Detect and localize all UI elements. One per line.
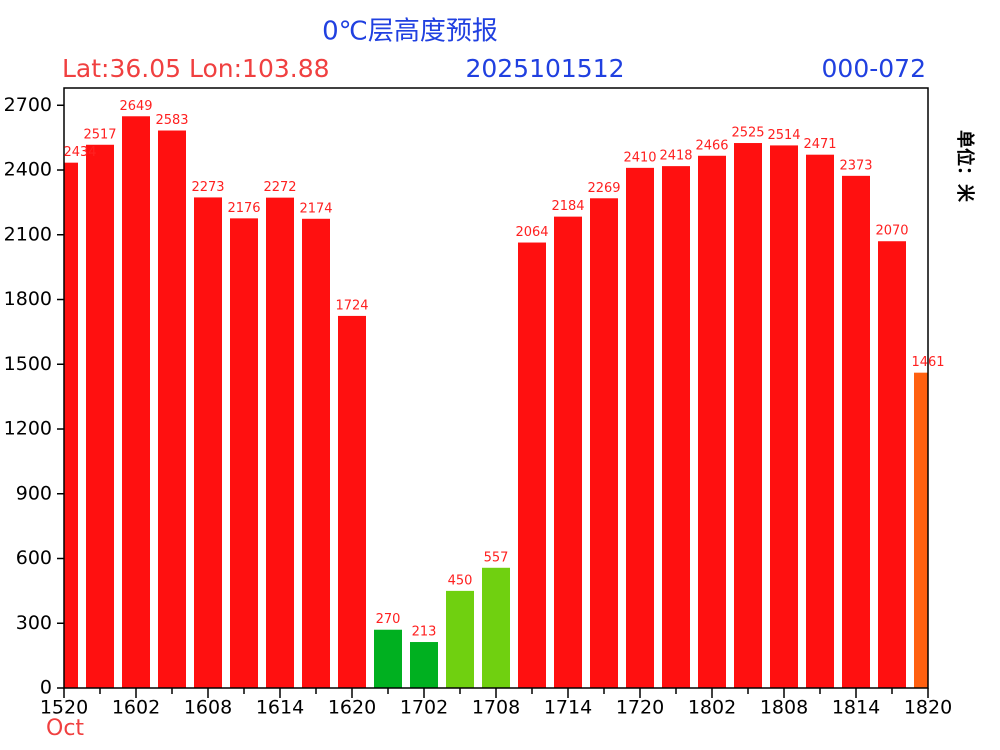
bar [482,567,510,688]
bar [266,197,294,688]
y-tick-label: 0 [40,677,52,699]
x-tick-label: 1708 [472,697,520,719]
bar [518,242,546,688]
y-tick-label: 300 [16,612,52,634]
value-label: 2410 [623,150,656,165]
x-tick-label: 1814 [832,697,880,719]
bar [64,162,78,688]
bar [626,167,654,688]
value-label: 2525 [731,126,764,141]
value-label: 2373 [839,158,872,173]
x-tick-label: 1614 [256,697,304,719]
bar [122,116,150,688]
subtitle-center: 2025101512 [465,54,624,83]
y-tick-label: 1200 [4,418,52,440]
bar [194,197,222,688]
bar [842,175,870,688]
x-tick-label: 1602 [112,697,160,719]
x-tick-label: 1820 [904,697,952,719]
value-label: 2272 [263,180,296,195]
bar [446,590,474,688]
bar [914,372,928,688]
value-label: 2269 [587,181,620,196]
y-tick-label: 2700 [4,94,52,116]
subtitle-right: 000-072 [822,54,926,83]
bar [86,144,114,688]
x-tick-label: 1720 [616,697,664,719]
value-label: 2418 [659,149,692,164]
value-label: 450 [448,573,473,588]
bar [878,241,906,688]
x-sublabel: Oct [46,716,84,741]
bar [770,145,798,688]
value-label: 2517 [83,127,116,142]
unit-label: 单位：米 [954,130,976,203]
bar [698,155,726,688]
y-tick-label: 1500 [4,353,52,375]
y-tick-label: 900 [16,482,52,504]
value-label: 2514 [767,128,800,143]
x-tick-label: 1808 [760,697,808,719]
value-label: 2176 [227,201,260,216]
value-label: 2466 [695,138,728,153]
y-tick-label: 2400 [4,159,52,181]
value-label: 2649 [119,99,152,114]
value-label: 2583 [155,113,188,128]
value-label: 2471 [803,137,836,152]
y-tick-label: 1800 [4,288,52,310]
value-label: 2434 [63,145,96,160]
bar [734,143,762,688]
y-tick-label: 2100 [4,223,52,245]
subtitle-left: Lat:36.05 Lon:103.88 [62,54,330,83]
value-label: 270 [376,612,401,627]
chart-title: 0℃层高度预报 [322,17,498,47]
x-tick-label: 1608 [184,697,232,719]
bar [230,218,258,688]
bar [806,154,834,688]
y-tick-label: 600 [16,547,52,569]
bar [302,218,330,688]
x-tick-label: 1520 [40,697,88,719]
bar [590,198,618,688]
value-label: 2174 [299,201,332,216]
x-tick-label: 1802 [688,697,736,719]
value-label: 213 [412,625,437,640]
bar [554,216,582,688]
bar [662,166,690,688]
value-label: 2184 [551,199,584,214]
value-label: 557 [484,550,509,565]
x-tick-label: 1714 [544,697,592,719]
bar [338,315,366,688]
value-label: 2070 [875,224,908,239]
value-label: 2064 [515,225,548,240]
value-label: 1461 [911,355,944,370]
bar [158,130,186,688]
bars [64,116,928,688]
x-tick-label: 1702 [400,697,448,719]
x-tick-label: 1620 [328,697,376,719]
bar [410,642,438,688]
value-label: 2273 [191,180,224,195]
value-label: 1724 [335,298,368,313]
bar [374,629,402,688]
